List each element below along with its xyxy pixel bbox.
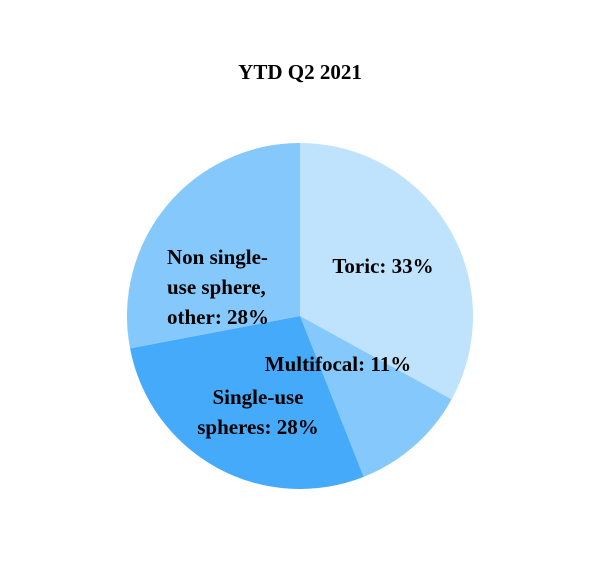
slice-label: Multifocal: 11% — [265, 352, 411, 376]
pie-slice — [300, 143, 473, 400]
chart-title: YTD Q2 2021 — [238, 60, 362, 84]
pie-slice — [126, 143, 300, 349]
slice-label: other: 28% — [167, 305, 269, 329]
pie-slice — [300, 316, 452, 477]
slice-label: Toric: 33% — [332, 254, 433, 278]
slice-label: Single-use — [212, 385, 303, 409]
pie-slice — [130, 316, 364, 489]
slice-label: spheres: 28% — [197, 415, 319, 439]
slice-label: Non single- — [167, 245, 268, 269]
slice-label: use sphere, — [167, 275, 266, 299]
